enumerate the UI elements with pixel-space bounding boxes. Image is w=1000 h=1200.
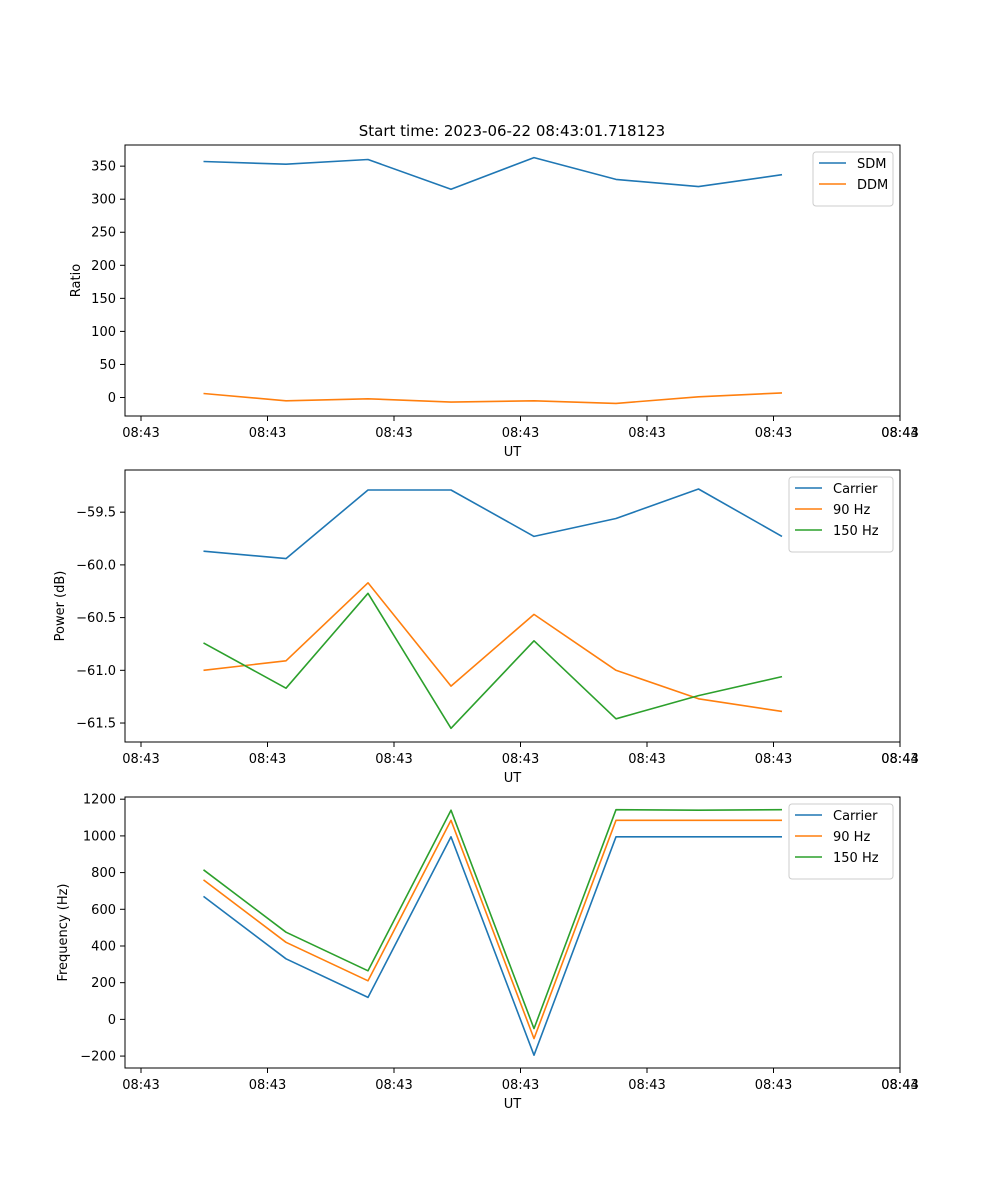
chart2-x-tick-label: 08:43 xyxy=(881,752,918,767)
chart1-x-axis-label: UT xyxy=(504,445,522,460)
chart1-x-tick-label: 08:43 xyxy=(375,426,412,441)
chart3-legend-label-2: 90 Hz xyxy=(833,830,870,845)
chart1-y-tick-label: 200 xyxy=(91,259,116,274)
chart3-series-1-line xyxy=(203,835,782,1056)
chart2-series-3-line xyxy=(203,592,783,730)
chart3-y-axis-label: Frequency (Hz) xyxy=(56,883,71,981)
chart1-y-tick-label: 0 xyxy=(108,391,116,406)
chart1-legend-label-2: DDM xyxy=(857,178,888,193)
ratio-panel: 08:43 08:43 08:43 08:43 08:43 08:43 08:4308:44… xyxy=(69,144,919,460)
chart3-x-tick-label: 08:43 xyxy=(502,1078,539,1093)
chart2-y-tick-label: −60.5 xyxy=(76,611,116,626)
chart2-x-tick-label: 08:43 xyxy=(249,752,286,767)
chart2-y-tick-label: −61.0 xyxy=(76,664,116,679)
power-panel: 08:43 08:43 08:43 08:43 08:43 08:43 08:4308:44… xyxy=(53,469,919,786)
chart2-y-tick-label: −59.5 xyxy=(76,506,116,521)
chart3-series-3-line xyxy=(203,808,783,1030)
chart2-x-tick-label: 08:43 xyxy=(122,752,159,767)
chart3-x-tick-label: 08:43 xyxy=(249,1078,286,1093)
chart1-x-tick-label: 08:43 xyxy=(122,426,159,441)
chart2-legend-label-3: 150 Hz xyxy=(833,524,879,539)
chart3-y-tick-label: 0 xyxy=(108,1013,116,1028)
chart1-x-tick-label: 08:43 xyxy=(881,426,918,441)
chart1-y-tick-label: 350 xyxy=(91,160,116,175)
chart3-legend-box xyxy=(788,803,894,880)
chart3-x-tick-label: 08:43 xyxy=(628,1078,665,1093)
chart1-x-tick-label: 08:44 xyxy=(881,426,918,441)
chart1-y-tick-label: 150 xyxy=(91,292,116,307)
chart1-y-tick-label: 300 xyxy=(91,193,116,208)
chart1-x-tick-label: 08:43 xyxy=(502,426,539,441)
chart2-x-tick-label: 08:43 xyxy=(375,752,412,767)
chart1-x-tick-label: 08:43 xyxy=(755,426,792,441)
chart2-x-tick-label: 08:43 xyxy=(628,752,665,767)
chart3-x-tick-label: 08:44 xyxy=(881,1078,918,1093)
chart2-series-2-line xyxy=(203,581,783,713)
chart2-plot-frame xyxy=(124,469,901,743)
chart1-x-tick-label: 08:43 xyxy=(628,426,665,441)
figure-title: Start time: 2023-06-22 08:43:01.718123 xyxy=(359,122,665,140)
chart1-series-1-line xyxy=(203,156,783,191)
chart3-y-tick-label: 1000 xyxy=(83,829,116,844)
chart2-y-tick-label: −60.0 xyxy=(76,558,116,573)
chart2-series-1-line xyxy=(203,488,783,560)
chart1-y-tick-label: 50 xyxy=(99,358,116,373)
chart1-legend-box xyxy=(812,151,894,207)
chart2-legend-label-1: Carrier xyxy=(833,482,878,497)
chart2-legend-box xyxy=(788,476,894,553)
frequency-panel: 08:43 08:43 08:43 08:43 08:43 08:43 08:4308:44… xyxy=(56,793,919,1112)
chart3-x-tick-label: 08:43 xyxy=(375,1078,412,1093)
chart3-y-tick-label: 400 xyxy=(91,939,116,954)
chart3-y-tick-label: −200 xyxy=(80,1050,116,1065)
chart3-legend-label-1: Carrier xyxy=(833,809,878,824)
chart2-y-axis-label: Power (dB) xyxy=(53,571,68,642)
chart1-legend-label-1: SDM xyxy=(857,157,886,172)
chart1-y-tick-label: 250 xyxy=(91,226,116,241)
chart1-y-axis-label: Ratio xyxy=(69,264,84,297)
chart3-x-tick-label: 08:43 xyxy=(881,1078,918,1093)
chart3-y-tick-label: 800 xyxy=(91,866,116,881)
chart3-y-tick-label: 200 xyxy=(91,976,116,991)
chart3-x-tick-label: 08:43 xyxy=(122,1078,159,1093)
chart3-legend-label-3: 150 Hz xyxy=(833,851,879,866)
chart2-x-axis-label: UT xyxy=(504,771,522,786)
chart2-x-tick-label: 08:44 xyxy=(881,752,918,767)
chart3-x-tick-label: 08:43 xyxy=(755,1078,792,1093)
chart3-y-tick-label: 600 xyxy=(91,903,116,918)
chart3-x-axis-label: UT xyxy=(504,1097,522,1112)
chart1-series-2-line xyxy=(203,392,783,405)
chart2-x-tick-label: 08:43 xyxy=(755,752,792,767)
chart1-y-tick-label: 100 xyxy=(91,325,116,340)
chart1-x-tick-label: 08:43 xyxy=(249,426,286,441)
chart3-plot-frame xyxy=(124,796,901,1069)
chart2-y-tick-label: −61.5 xyxy=(76,717,116,732)
chart1-plot-frame xyxy=(124,144,901,417)
chart3-y-tick-label: 1200 xyxy=(83,793,116,808)
chart2-legend-label-2: 90 Hz xyxy=(833,503,870,518)
chart3-series-2-line xyxy=(203,819,782,1040)
chart2-x-tick-label: 08:43 xyxy=(502,752,539,767)
